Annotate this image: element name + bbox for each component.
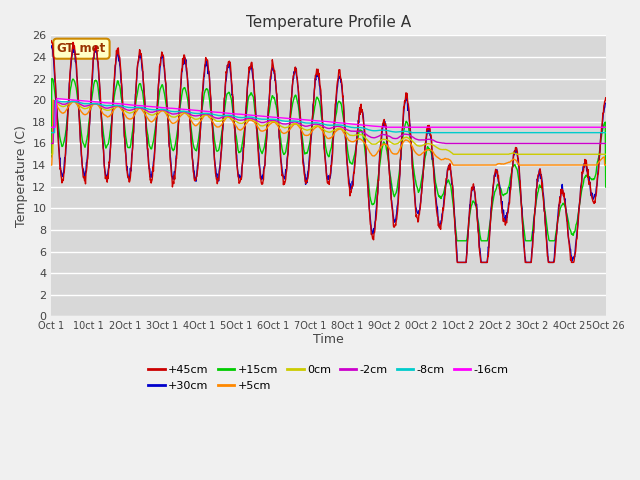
X-axis label: Time: Time — [313, 333, 344, 346]
Y-axis label: Temperature (C): Temperature (C) — [15, 125, 28, 227]
Title: Temperature Profile A: Temperature Profile A — [246, 15, 411, 30]
Text: GT_met: GT_met — [57, 42, 106, 55]
Legend: +45cm, +30cm, +15cm, +5cm, 0cm, -2cm, -8cm, -16cm: +45cm, +30cm, +15cm, +5cm, 0cm, -2cm, -8… — [144, 361, 513, 395]
